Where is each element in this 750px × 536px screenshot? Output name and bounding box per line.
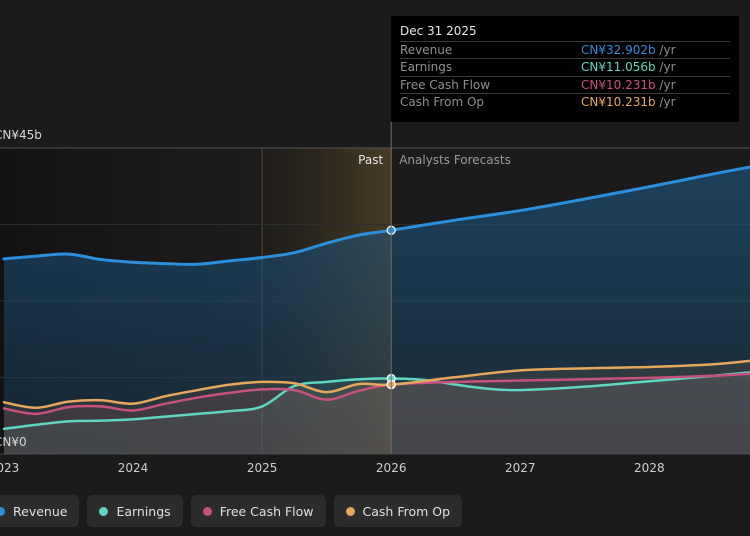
tooltip-date: Dec 31 2025: [400, 24, 477, 38]
x-tick-label: 2026: [376, 461, 407, 475]
past-label: Past: [358, 153, 383, 167]
tooltip: Dec 31 2025 Revenue CN¥32.902b /yr Earni…: [391, 16, 739, 122]
tooltip-unit: /yr: [655, 43, 676, 57]
tooltip-row-earnings: Earnings CN¥11.056b /yr: [400, 58, 730, 76]
tooltip-row-free-cash-flow: Free Cash Flow CN¥10.231b /yr: [400, 76, 730, 94]
tooltip-value-text: CN¥10.231b: [581, 95, 656, 109]
tooltip-label: Cash From Op: [400, 95, 485, 109]
series-area-free-cash-flow: [4, 373, 750, 454]
series-area-earnings: [4, 372, 750, 454]
tooltip-label: Free Cash Flow: [400, 78, 491, 92]
series-line-earnings: [2, 371, 750, 431]
tooltip-unit: /yr: [655, 78, 676, 92]
legend-label: Earnings: [116, 503, 171, 519]
legend-dot-icon: [345, 506, 355, 516]
tooltip-value: CN¥11.056b /yr: [581, 60, 676, 74]
x-tick-label: 2028: [634, 461, 665, 475]
tooltip-value-text: CN¥32.902b: [581, 43, 656, 57]
tooltip-label: Revenue: [400, 43, 453, 57]
series-area-cash-from-op: [4, 360, 750, 454]
tooltip-label: Earnings: [400, 60, 453, 74]
legend-dot-icon: [202, 506, 212, 516]
tooltip-row-revenue: Revenue CN¥32.902b /yr: [400, 41, 730, 59]
legend-dot-icon: [99, 506, 109, 516]
legend-label: Cash From Op: [362, 503, 451, 519]
legend-item-cash-from-op[interactable]: Cash From Op: [333, 495, 463, 527]
tooltip-unit: /yr: [655, 95, 676, 109]
tooltip-value: CN¥10.231b /yr: [581, 78, 676, 92]
tooltip-value: CN¥32.902b /yr: [581, 43, 676, 57]
series-line-revenue: [2, 165, 750, 266]
x-tick-label: 2024: [118, 461, 149, 475]
series-area-revenue: [4, 167, 750, 455]
legend-label: Free Cash Flow: [219, 503, 314, 519]
legend-item-free-cash-flow[interactable]: Free Cash Flow: [190, 495, 326, 527]
x-tick-label: 2027: [505, 461, 536, 475]
tooltip-row-cash-from-op: Cash From Op CN¥10.231b /yr: [400, 93, 730, 111]
legend-item-earnings[interactable]: Earnings: [87, 495, 183, 527]
series-line-cash-from-op: [2, 359, 750, 410]
x-tick-label: 2025: [247, 461, 278, 475]
legend: Revenue Earnings Free Cash Flow Cash Fro…: [0, 495, 463, 527]
y-tick-label: CN¥0: [0, 435, 27, 449]
series-line-free-cash-flow: [2, 372, 750, 416]
x-tick-label: 2023: [0, 461, 19, 475]
legend-item-revenue[interactable]: Revenue: [0, 495, 80, 527]
tooltip-value-text: CN¥10.231b: [581, 78, 656, 92]
tooltip-unit: /yr: [655, 60, 676, 74]
legend-dot-icon: [0, 506, 5, 516]
y-tick-label: CN¥45b: [0, 128, 42, 142]
forecast-label: Analysts Forecasts: [399, 153, 511, 167]
tooltip-value-text: CN¥11.056b: [581, 60, 656, 74]
tooltip-value: CN¥10.231b /yr: [581, 95, 676, 109]
legend-label: Revenue: [13, 503, 68, 519]
